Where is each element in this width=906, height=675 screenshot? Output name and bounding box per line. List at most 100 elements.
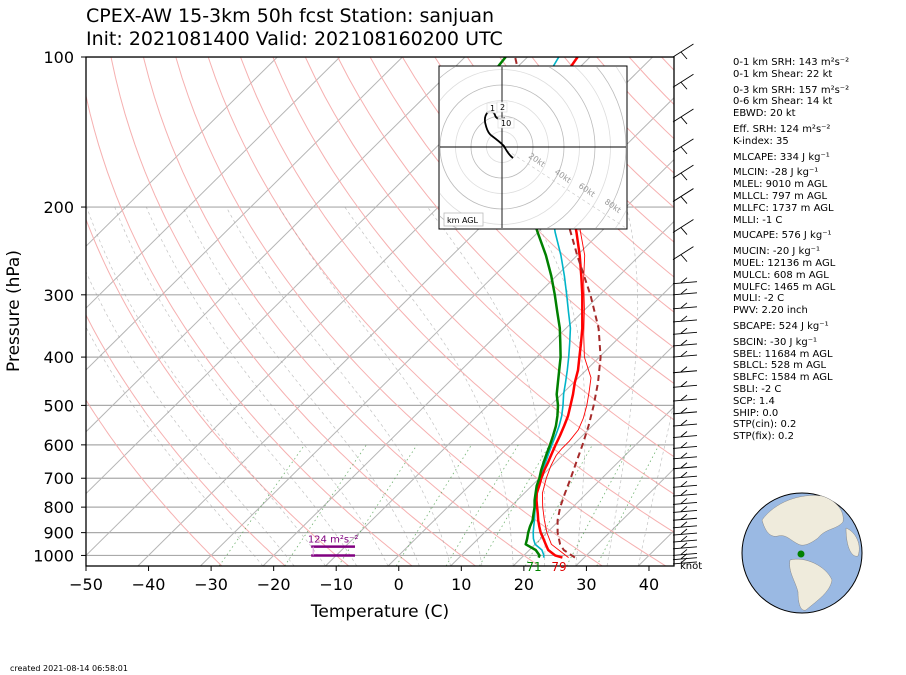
wind-barb — [672, 489, 698, 497]
x-tick-label: −10 — [319, 575, 353, 594]
dry-adiabat — [272, 57, 674, 495]
stat-line: SBEL: 11684 m AGL — [733, 348, 833, 360]
wind-barb-flag — [680, 542, 688, 549]
y-tick-label: 300 — [43, 286, 74, 305]
wind-barb — [672, 549, 698, 556]
wind-barb-shaft — [672, 435, 698, 438]
wind-barb-flag — [680, 506, 688, 512]
stat-line: MULI: -2 C — [733, 293, 785, 305]
wind-barb-shaft — [672, 354, 698, 358]
wind-barb — [672, 462, 698, 470]
wind-barb-shaft — [672, 246, 694, 261]
wind-barb-shaft — [672, 423, 698, 427]
x-tick-label: 20 — [514, 575, 534, 594]
dry-adiabat — [434, 57, 674, 313]
wind-barb-shaft — [672, 539, 698, 543]
wind-barb — [672, 535, 698, 543]
mixing-ratio-line — [218, 444, 305, 566]
stat-line: MLLFC: 1737 m AGL — [733, 202, 834, 214]
stat-line: MUCIN: -20 J kg⁻¹ — [733, 246, 820, 258]
y-axis-label: Pressure (hPa) — [4, 250, 24, 372]
wind-barb-flag — [680, 557, 688, 564]
hodograph-trace — [484, 110, 514, 159]
station-marker — [797, 550, 805, 558]
wind-barb-flag — [680, 480, 688, 487]
wind-barb — [672, 471, 698, 479]
wind-barb-shaft — [672, 73, 694, 88]
stat-line: 0-1 km SRH: 143 m²s⁻² — [733, 57, 850, 68]
moist-adiabat — [606, 206, 639, 566]
wind-barb-shaft — [672, 281, 698, 285]
stat-line: SHIP: 0.0 — [733, 407, 779, 419]
wind-barb-shaft — [672, 525, 698, 529]
stat-line: 0-3 km SRH: 157 m²s⁻² — [733, 84, 850, 96]
wind-barb-flag — [680, 513, 688, 520]
moist-adiabat — [427, 206, 546, 566]
wind-barb — [672, 246, 694, 262]
wind-barb-flag — [680, 549, 688, 555]
wind-barb-shaft — [672, 43, 694, 58]
y-tick-label: 1000 — [33, 546, 74, 565]
stat-line: 0-6 km Shear: 14 kt — [733, 96, 833, 108]
wind-barb-shaft — [672, 164, 694, 179]
x-tick-label: 10 — [451, 575, 471, 594]
wind-barb-flag — [680, 419, 688, 426]
plot-frame — [85, 56, 675, 567]
stat-line: EBWD: 20 kt — [733, 108, 796, 120]
isotherm-line — [262, 158, 674, 566]
wind-barb — [672, 138, 694, 155]
moist-adiabat — [86, 206, 326, 566]
dry-adiabat — [401, 57, 674, 349]
sounding-parameters-panel: 0-1 km SRH: 143 m²s⁻² 0-1 km Shear: 22 kt… — [733, 57, 849, 443]
wind-barb-shaft — [672, 138, 694, 153]
wind-barb — [672, 73, 694, 90]
wind-barb — [672, 506, 698, 513]
isotherm-line — [387, 282, 674, 566]
mixing-ratio-line — [445, 444, 519, 566]
moist-adiabat — [145, 206, 389, 566]
wind-barb — [672, 350, 698, 358]
moist-adiabat — [114, 206, 358, 566]
wind-barb-shaft — [672, 331, 698, 335]
isotherm-line — [450, 344, 674, 566]
wind-barb-shaft — [672, 517, 698, 521]
wind-barb-shaft — [672, 466, 698, 470]
moist-adiabat — [344, 206, 514, 566]
wind-barb-flag — [680, 350, 688, 357]
wind-barb-shaft — [672, 510, 698, 513]
moist-adiabat — [182, 206, 420, 566]
x-tick-label: −40 — [132, 575, 166, 594]
stat-line: K-index: 35 — [733, 135, 789, 147]
dry-adiabat — [304, 57, 674, 458]
wind-barb — [672, 452, 698, 460]
isotherm-line — [86, 57, 341, 309]
dry-adiabat — [142, 57, 540, 566]
wind-barb-flag — [680, 498, 688, 504]
wind-barb-flag — [680, 277, 688, 284]
x-tick-label: 30 — [576, 575, 596, 594]
hodograph-height-box — [496, 101, 508, 113]
x-axis-label: Temperature (C) — [310, 602, 449, 622]
wind-barb-shaft — [672, 561, 698, 565]
wind-barb-flag — [680, 489, 688, 496]
chart-background-lines — [86, 57, 674, 566]
wind-unit-label: knot — [680, 561, 702, 572]
wind-barb-flag — [680, 288, 688, 295]
stat-line: STP(cin): 0.2 — [733, 419, 797, 431]
wind-barb — [672, 327, 698, 335]
stat-line: Eff. SRH: 124 m²s⁻² — [733, 123, 831, 135]
wind-barb-flag — [680, 146, 688, 155]
wind-barb-shaft — [672, 343, 698, 347]
wind-barb — [672, 498, 698, 505]
moist-adiabat — [526, 206, 586, 566]
wind-barb-flag — [680, 227, 688, 235]
dry-adiabat — [86, 93, 413, 566]
stat-line: SBCIN: -30 J kg⁻¹ — [733, 336, 818, 348]
isotherm-line — [200, 97, 674, 566]
mixing-ratio-line — [284, 444, 367, 566]
wind-barb-flag — [680, 462, 688, 469]
x-tick-label: 40 — [639, 575, 659, 594]
stat-line: MULCL: 608 m AGL — [733, 269, 829, 281]
dry-adiabat — [207, 57, 667, 566]
